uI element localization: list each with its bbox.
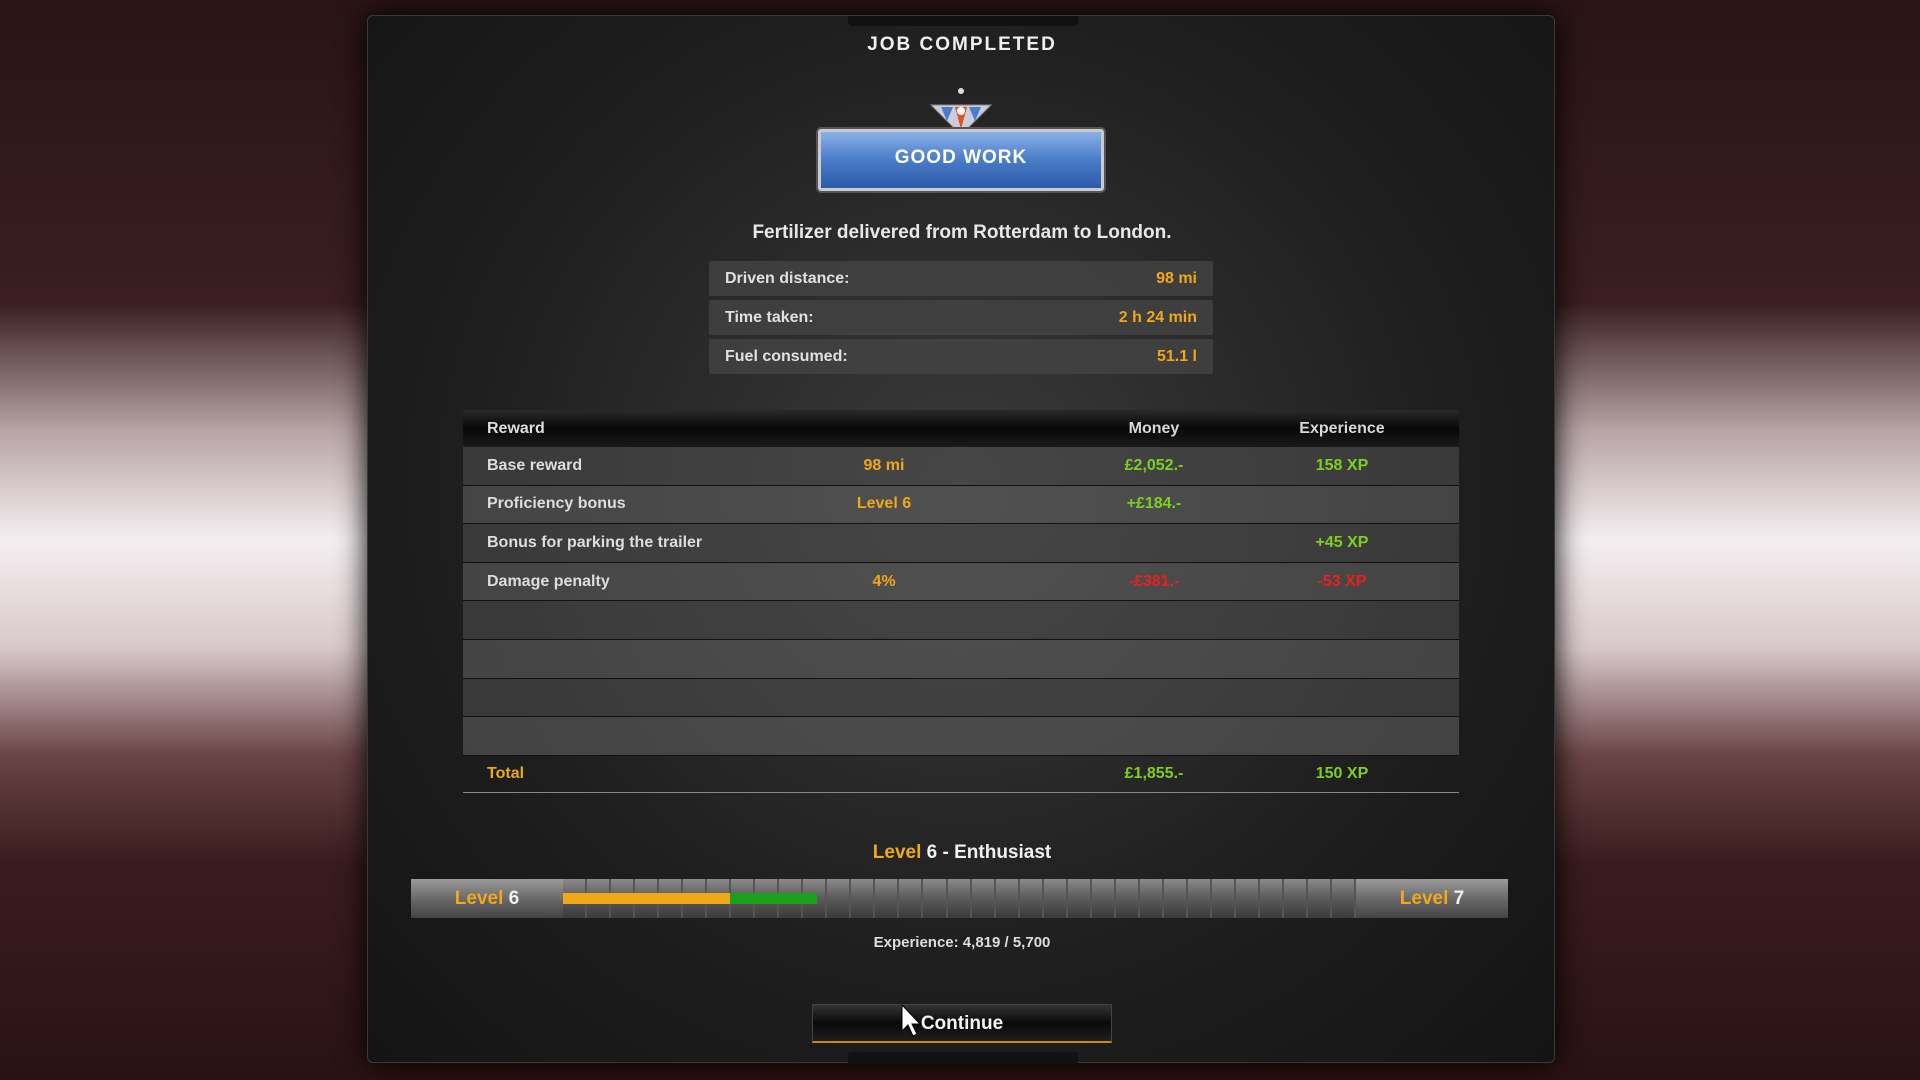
stat-row-fuel: Fuel consumed: 51.1 l <box>709 339 1213 374</box>
bottom-bar-decoration <box>848 1052 1078 1064</box>
table-row: Proficiency bonus Level 6 +£184.- <box>463 485 1459 525</box>
total-money: £1,855.- <box>1124 765 1184 783</box>
progress-segment <box>899 879 922 918</box>
progress-segment <box>1163 879 1186 918</box>
progress-segment <box>947 879 970 918</box>
progress-segment <box>1283 879 1306 918</box>
job-completed-dialog: JOB COMPLETED GOOD WORK Fertilizer deliv… <box>367 15 1556 1064</box>
stat-value: 98 mi <box>1156 269 1197 287</box>
next-level-cap: Level 7 <box>1356 879 1508 918</box>
empty-row <box>463 717 1459 756</box>
stat-row-distance: Driven distance: 98 mi <box>709 261 1213 296</box>
level-word: Level <box>872 842 922 863</box>
progress-segment <box>875 879 898 918</box>
total-label: Total <box>487 765 525 783</box>
row-label: Base reward <box>487 456 583 474</box>
progress-segment <box>1043 879 1066 918</box>
continue-button[interactable]: Continue <box>812 1004 1112 1043</box>
progress-segment <box>1307 879 1330 918</box>
row-label: Bonus for parking the trailer <box>487 533 703 551</box>
stat-label: Fuel consumed: <box>725 347 848 365</box>
header-money: Money <box>1128 419 1180 437</box>
row-money: -£381.- <box>1128 572 1180 590</box>
table-row: Base reward 98 mi £2,052.- 158 XP <box>463 447 1459 486</box>
level-number: 6 <box>926 842 938 863</box>
row-detail: Level 6 <box>856 495 912 513</box>
row-label: Damage penalty <box>487 572 610 590</box>
table-header: Reward Money Experience <box>463 410 1459 447</box>
experience-text: Experience: 4,819 / 5,700 <box>873 934 1051 951</box>
good-work-badge: GOOD WORK <box>818 87 1104 194</box>
emblem-icon <box>929 88 993 136</box>
badge-label: GOOD WORK <box>818 129 1104 191</box>
delivery-summary: Fertilizer delivered from Rotterdam to L… <box>752 222 1172 243</box>
level-title: Level 6 - Enthusiast <box>368 842 1556 864</box>
level-word: Level <box>454 887 504 909</box>
level-number: 6 <box>508 887 520 909</box>
top-bar-decoration <box>848 16 1078 26</box>
row-xp: -53 XP <box>1317 572 1367 590</box>
stat-label: Time taken: <box>725 308 814 326</box>
level-rank: - Enthusiast <box>937 842 1052 863</box>
stats-box: Driven distance: 98 mi Time taken: 2 h 24 … <box>709 261 1213 378</box>
progress-segment <box>995 879 1018 918</box>
progress-segment <box>1091 879 1114 918</box>
empty-row <box>463 678 1459 718</box>
progress-segment <box>1211 879 1234 918</box>
row-money: +£184.- <box>1126 495 1182 513</box>
stat-label: Driven distance: <box>725 269 850 287</box>
experience-progress-bar: Level 6 Level 7 <box>411 879 1508 918</box>
row-xp: 158 XP <box>1315 456 1369 474</box>
reward-table: Reward Money Experience Base reward 98 m… <box>463 410 1459 793</box>
progress-segment <box>1139 879 1162 918</box>
progress-segment <box>1019 879 1042 918</box>
gained-xp-fill <box>729 893 817 904</box>
total-xp: 150 XP <box>1315 765 1369 783</box>
progress-segment <box>1259 879 1282 918</box>
progress-segment <box>1187 879 1210 918</box>
dialog-title: JOB COMPLETED <box>867 34 1057 55</box>
progress-segment <box>923 879 946 918</box>
table-row: Bonus for parking the trailer +45 XP <box>463 524 1459 563</box>
stat-row-time: Time taken: 2 h 24 min <box>709 300 1213 335</box>
previous-xp-fill <box>563 893 730 904</box>
row-money: £2,052.- <box>1124 456 1184 474</box>
row-detail: 4% <box>872 572 896 590</box>
mouse-cursor-icon <box>901 1004 922 1037</box>
progress-segment <box>1332 879 1355 918</box>
table-row: Damage penalty 4% -£381.- -53 XP <box>463 562 1459 602</box>
empty-row <box>463 639 1459 679</box>
progress-segment <box>1235 879 1258 918</box>
level-word: Level <box>1399 887 1449 909</box>
total-row: Total £1,855.- 150 XP <box>463 757 1459 793</box>
progress-segment <box>1067 879 1090 918</box>
next-level-number: 7 <box>1453 887 1465 909</box>
header-reward: Reward <box>487 419 545 437</box>
empty-row <box>463 601 1459 640</box>
progress-segment <box>827 879 850 918</box>
progress-segment <box>971 879 994 918</box>
progress-segment <box>851 879 874 918</box>
progress-segment <box>1115 879 1138 918</box>
stat-value: 2 h 24 min <box>1118 308 1197 326</box>
header-experience: Experience <box>1299 419 1385 437</box>
current-level-cap: Level 6 <box>411 879 563 918</box>
stat-value: 51.1 l <box>1156 347 1197 365</box>
row-xp: +45 XP <box>1315 533 1369 551</box>
row-detail: 98 mi <box>863 456 905 474</box>
row-label: Proficiency bonus <box>487 495 626 513</box>
